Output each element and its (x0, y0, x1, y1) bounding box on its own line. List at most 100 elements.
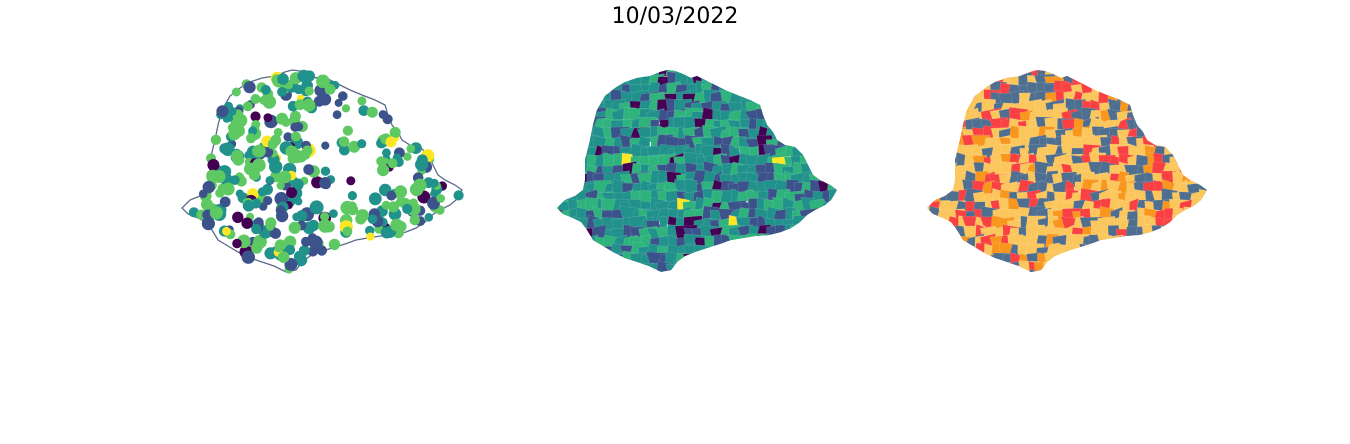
region-cell (818, 225, 837, 243)
region-cell (737, 271, 752, 272)
region-cell (826, 254, 837, 272)
region-cell (557, 143, 567, 164)
municipality-point (242, 101, 253, 112)
region-cell (1208, 262, 1215, 278)
region-cell (807, 107, 830, 128)
region-cell (1079, 243, 1101, 266)
region-cell (953, 70, 971, 84)
region-cell (1197, 136, 1207, 152)
municipality-point (231, 149, 244, 162)
region-cell (928, 82, 945, 99)
region-cell (955, 270, 973, 272)
region-cell (1155, 125, 1174, 149)
region-cell (772, 242, 787, 259)
region-cell (927, 117, 937, 137)
municipality-point (358, 105, 370, 116)
region-cell (840, 190, 845, 207)
region-cell (766, 251, 783, 271)
region-cell (569, 244, 587, 257)
municipality-point (294, 99, 306, 111)
municipality-point (316, 74, 330, 89)
municipality-point (409, 214, 420, 226)
region-cell (792, 107, 813, 123)
region-cell (728, 251, 744, 266)
region-cell (1196, 91, 1207, 106)
municipality-point (307, 219, 320, 232)
region-cell (585, 260, 608, 272)
region-cell (1205, 99, 1207, 121)
region-cell (835, 252, 837, 272)
region-cell (839, 112, 845, 126)
region-cell (1089, 70, 1111, 85)
region-cell (1153, 108, 1171, 131)
region-cell (1205, 234, 1207, 250)
region-cell (809, 143, 827, 161)
region-cell (818, 271, 835, 272)
region-cell (1171, 215, 1190, 234)
municipality-point (301, 236, 311, 247)
region-cell (1043, 261, 1064, 272)
region-cell (792, 236, 807, 253)
region-cell (1141, 98, 1160, 116)
region-cell (557, 227, 562, 245)
region-cell (1160, 271, 1177, 272)
region-cell (584, 251, 600, 272)
region-cell (611, 261, 629, 272)
region-cell (573, 235, 591, 248)
region-cell (577, 71, 593, 88)
region-cell (781, 262, 801, 272)
region-cell (983, 263, 1000, 272)
region-cell (1173, 252, 1184, 269)
region-cell (576, 270, 593, 272)
region-cell (927, 227, 941, 245)
region-cell (784, 224, 801, 246)
municipality-point (235, 189, 244, 198)
region-cell (557, 183, 565, 198)
municipality-point (347, 191, 357, 201)
region-cell (557, 271, 570, 272)
region-cell (1197, 70, 1207, 83)
municipality-point (409, 182, 424, 197)
municipality-point (251, 240, 263, 252)
region-cell (838, 262, 845, 277)
region-cell (818, 110, 837, 130)
region-cell (820, 126, 836, 143)
region-cell (559, 256, 578, 272)
region-cell (984, 70, 1002, 85)
region-cell (783, 243, 799, 259)
region-cell (1198, 253, 1207, 272)
region-cell (927, 110, 934, 127)
region-cell (1135, 271, 1152, 272)
region-cell (1160, 109, 1181, 130)
municipality-point (275, 205, 286, 216)
region-cell (1081, 264, 1096, 272)
municipality-point (217, 183, 227, 193)
region-cell (1187, 153, 1203, 177)
region-cell (772, 98, 791, 118)
region-cell (772, 83, 790, 100)
region-cell (1198, 108, 1207, 123)
region-cell (927, 173, 934, 191)
municipality-point (209, 206, 223, 220)
region-cell (681, 259, 701, 272)
region-cell (746, 262, 767, 272)
region-cell (1205, 162, 1207, 180)
region-cell (799, 245, 818, 260)
region-cell (1206, 124, 1207, 149)
region-cell (817, 81, 837, 99)
region-cell (1125, 252, 1149, 270)
region-cell (566, 109, 585, 123)
region-cell (945, 80, 962, 97)
region-cell (953, 91, 971, 109)
region-cell (595, 270, 615, 272)
region-cell (927, 244, 945, 265)
region-cell (1108, 252, 1126, 270)
region-cell (1081, 70, 1098, 86)
region-cell (927, 116, 947, 135)
region-cell (836, 72, 837, 88)
region-cell (1135, 91, 1153, 110)
region-cell (1071, 273, 1090, 281)
region-cell (557, 216, 566, 230)
region-cell (927, 236, 938, 252)
region-cell (746, 233, 766, 257)
